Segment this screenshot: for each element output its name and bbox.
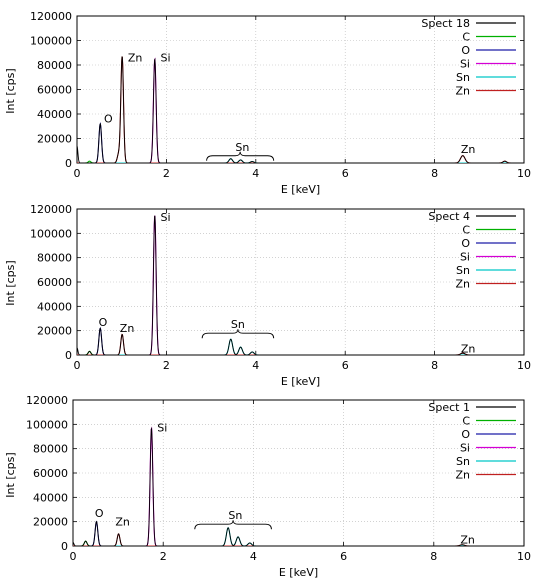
y-tick-label: 40000 (37, 108, 72, 121)
y-axis-label: Int [cps] (4, 68, 17, 113)
series-line-o (77, 327, 524, 355)
series-line-si (73, 426, 524, 546)
y-axis-label: Int [cps] (4, 452, 17, 497)
peak-annotation: Sn (235, 141, 249, 154)
y-tick-label: 100000 (26, 418, 68, 431)
legend-label: Si (460, 58, 470, 71)
y-tick-label: 80000 (37, 252, 72, 265)
x-tick-label: 8 (431, 359, 438, 372)
series-line-spect-4 (77, 215, 524, 355)
legend-label: C (462, 415, 470, 428)
legend-label: O (461, 428, 470, 441)
y-tick-label: 120000 (26, 394, 68, 407)
x-tick-label: 10 (517, 550, 531, 563)
peak-annotation: Sn (231, 318, 245, 331)
y-tick-label: 0 (61, 540, 68, 553)
y-tick-label: 60000 (37, 276, 72, 289)
legend-label: O (461, 44, 470, 57)
x-tick-label: 4 (250, 550, 257, 563)
sn-group-brace (206, 151, 275, 161)
peak-annotation: Si (160, 51, 170, 64)
y-tick-label: 40000 (33, 491, 68, 504)
x-tick-label: 10 (517, 167, 531, 180)
peak-annotation: Si (157, 422, 167, 435)
legend-label: Sn (456, 71, 470, 84)
peak-annotation: O (99, 316, 108, 329)
x-tick-label: 6 (342, 167, 349, 180)
y-tick-label: 80000 (33, 443, 68, 456)
series-line-sn (77, 338, 524, 355)
series-line-o (73, 520, 524, 546)
legend-label: Spect 4 (428, 210, 470, 223)
y-tick-label: 100000 (30, 35, 72, 48)
y-tick-label: 20000 (37, 325, 72, 338)
series-line-c (73, 540, 524, 546)
y-tick-label: 120000 (30, 203, 72, 216)
y-tick-label: 0 (65, 349, 72, 362)
y-tick-label: 40000 (37, 300, 72, 313)
x-tick-label: 8 (431, 167, 438, 180)
x-tick-label: 0 (70, 550, 77, 563)
legend-label: Spect 1 (428, 401, 470, 414)
legend-label: O (461, 237, 470, 250)
legend-label: Zn (455, 278, 470, 291)
x-tick-label: 2 (160, 550, 167, 563)
y-tick-label: 100000 (30, 227, 72, 240)
x-axis-label: E [keV] (281, 375, 320, 388)
x-tick-label: 8 (430, 550, 437, 563)
y-tick-label: 20000 (37, 133, 72, 146)
y-tick-label: 0 (65, 157, 72, 170)
peak-annotation: Zn (460, 534, 475, 547)
series-line-spect-18 (77, 56, 524, 163)
peak-annotation: Zn (115, 515, 130, 528)
chart-panel-1: 0 2 4 6 8 10 0 20000 40000 60000 80000 100000 120000… (4, 10, 531, 196)
y-tick-label: 60000 (37, 84, 72, 97)
peak-annotation: O (104, 113, 113, 126)
x-tick-label: 0 (74, 167, 81, 180)
peak-annotation: Zn (461, 343, 476, 356)
x-axis-label: E [keV] (281, 183, 320, 196)
legend-label: C (462, 224, 470, 237)
chart-panel-3: 0 2 4 6 8 10 0 20000 40000 60000 80000 100000 120000… (4, 394, 531, 579)
peak-annotation: Sn (228, 509, 242, 522)
peak-annotation: Zn (128, 51, 143, 64)
series-line-zn (77, 333, 524, 355)
x-tick-label: 10 (517, 359, 531, 372)
y-axis-label: Int [cps] (4, 260, 17, 305)
peak-annotation: Zn (461, 143, 476, 156)
series-line-sn (73, 527, 524, 546)
legend-label: Spect 18 (421, 17, 470, 30)
legend-label: Sn (456, 455, 470, 468)
x-tick-label: 0 (74, 359, 81, 372)
peak-annotation: Si (160, 211, 170, 224)
x-axis-label: E [keV] (279, 566, 318, 579)
series-line-spect-1 (73, 426, 524, 546)
y-tick-label: 120000 (30, 10, 72, 23)
series-line-zn (73, 533, 524, 546)
chart-panel-2: 0 2 4 6 8 10 0 20000 40000 60000 80000 100000 120000… (4, 203, 531, 388)
y-tick-label: 60000 (33, 467, 68, 480)
legend-label: Zn (455, 85, 470, 98)
legend-label: C (462, 31, 470, 44)
legend-label: Zn (455, 469, 470, 482)
legend-label: Si (460, 442, 470, 455)
peak-annotation: Zn (120, 322, 135, 335)
legend-label: Si (460, 251, 470, 264)
x-tick-label: 4 (252, 167, 259, 180)
x-tick-label: 6 (340, 550, 347, 563)
y-tick-label: 80000 (37, 59, 72, 72)
y-tick-label: 20000 (33, 516, 68, 529)
legend-label: Sn (456, 264, 470, 277)
x-tick-label: 6 (342, 359, 349, 372)
x-tick-label: 4 (252, 359, 259, 372)
peak-annotation: O (95, 507, 104, 520)
x-tick-label: 2 (163, 167, 170, 180)
x-tick-label: 2 (163, 359, 170, 372)
series-line-o (77, 122, 524, 163)
